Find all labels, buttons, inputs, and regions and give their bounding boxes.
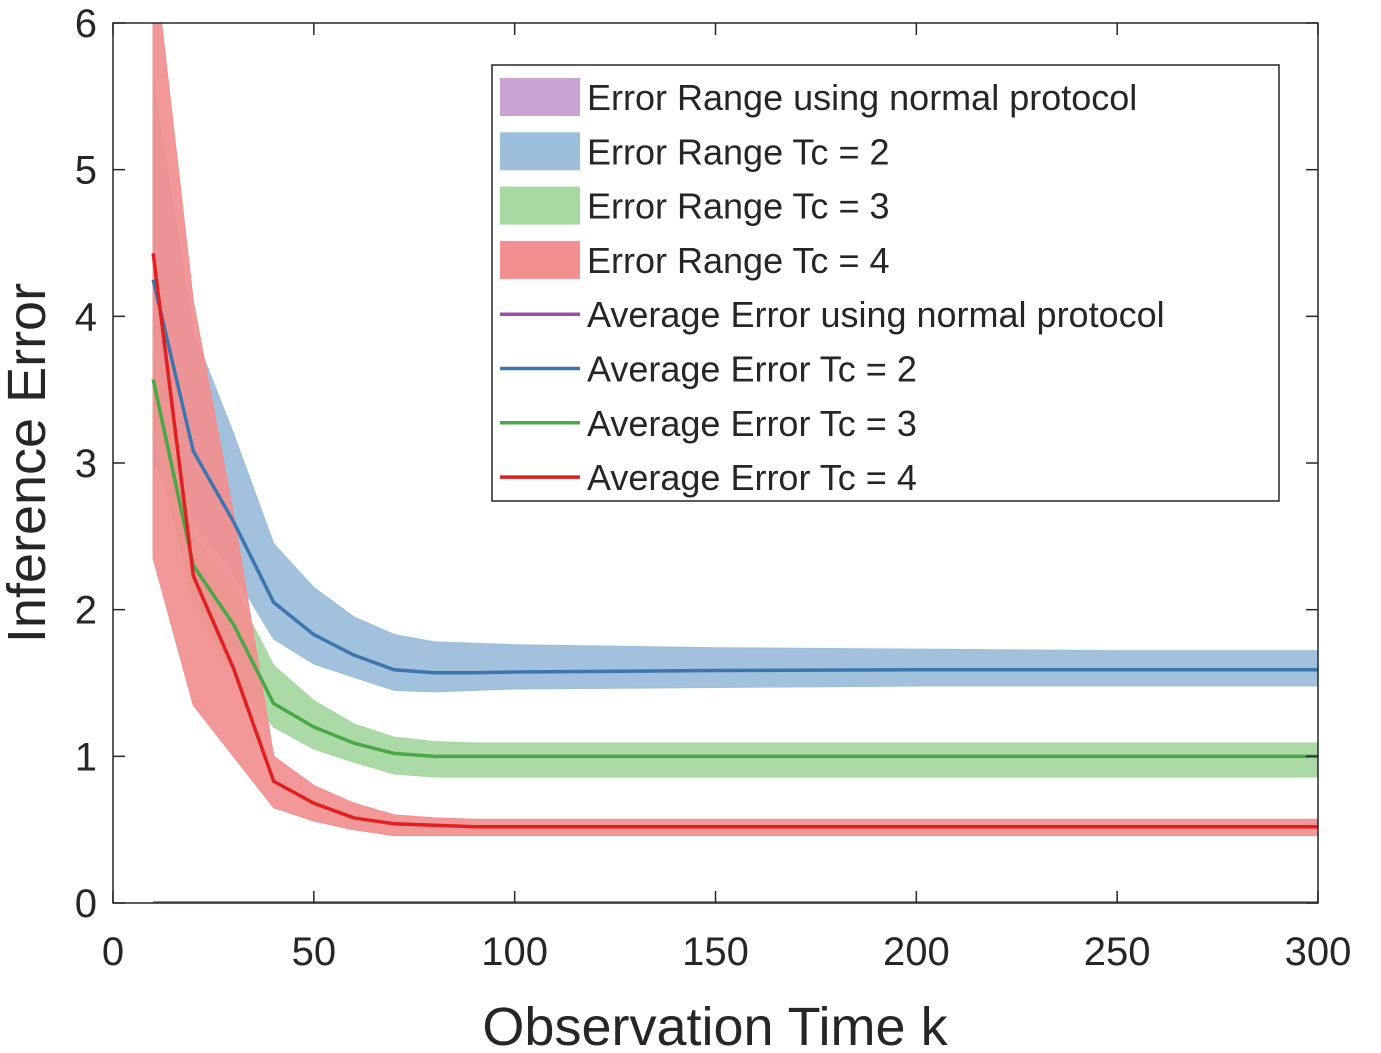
x-axis-label: Observation Time k [482,997,948,1053]
y-tick-label: 4 [75,295,97,339]
error-range-bands [152,23,1318,903]
legend-label-error-range-tc-4: Error Range Tc = 4 [587,240,889,281]
axis-ticks [112,22,1319,904]
x-tick-label: 300 [1285,930,1352,974]
band-error-range-tc-2 [152,81,1318,693]
legend-swatch-error-range-using-normal-protocol [500,78,580,116]
y-tick-label: 1 [75,735,97,779]
y-tick-label: 0 [75,882,97,926]
x-tick-label: 200 [883,930,950,974]
legend-label-average-error-tc-4: Average Error Tc = 4 [587,457,917,498]
band-error-range-tc-4 [152,23,1318,837]
legend-box [491,64,1280,502]
legend-swatch-error-range-tc-3 [500,186,580,225]
y-tick-label: 2 [75,589,97,633]
band-error-range-tc-3 [152,330,1318,778]
x-tick-label: 100 [481,930,548,974]
legend-swatch-error-range-tc-2 [500,132,580,171]
x-tick-label: 50 [292,930,337,974]
legend: Error Range using normal protocol Error R… [491,64,1280,502]
line-average-error-tc-2 [151,279,1318,675]
line-average-error-tc-3 [151,379,1318,759]
legend-label-average-error-using-normal-protocol: Average Error using normal protocol [587,294,1165,335]
y-axis-label: Inference Error [0,283,57,643]
legend-swatch-error-range-tc-4 [500,240,580,279]
legend-label-error-range-using-normal-protocol: Error Range using normal protocol [587,77,1137,118]
axis-tick-labels: 0 50 100 150 200 250 300 0 1 2 3 4 5 6 [75,2,1352,974]
legend-label-average-error-tc-2: Average Error Tc = 2 [587,349,917,390]
average-error-lines [151,253,1318,903]
y-tick-label: 6 [75,2,97,46]
legend-label-error-range-tc-2: Error Range Tc = 2 [587,131,889,172]
line-average-error-tc-4 [151,253,1318,829]
y-tick-label: 5 [75,149,97,193]
legend-label-error-range-tc-3: Error Range Tc = 3 [587,186,889,227]
x-tick-label: 250 [1084,930,1151,974]
y-tick-label: 3 [75,442,97,486]
x-tick-label: 0 [102,930,124,974]
legend-label-average-error-tc-3: Average Error Tc = 3 [587,403,917,444]
x-tick-label: 150 [682,930,749,974]
